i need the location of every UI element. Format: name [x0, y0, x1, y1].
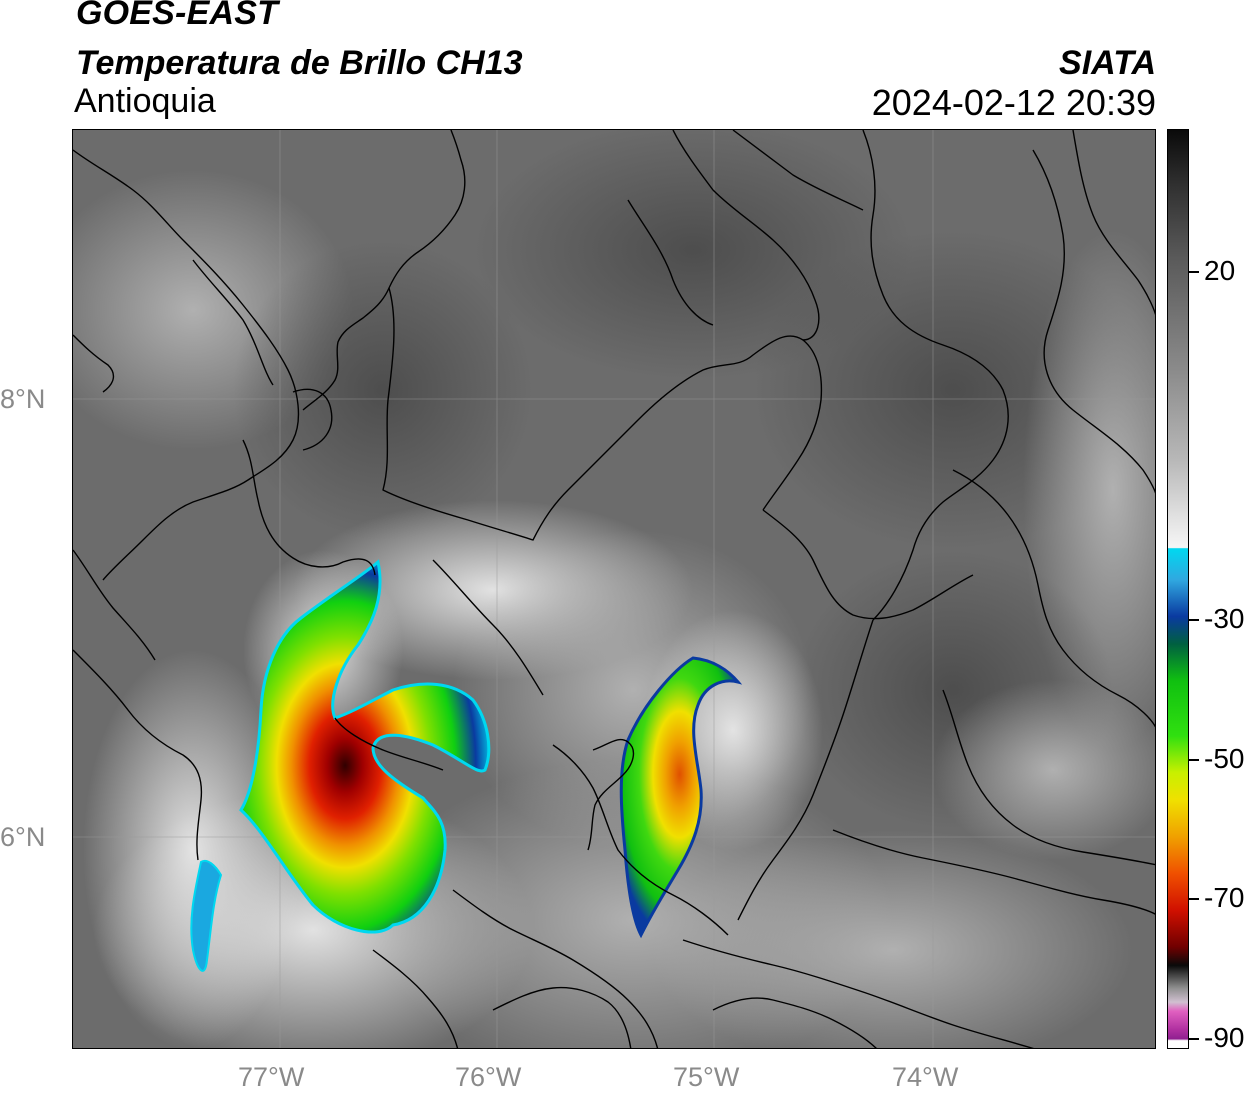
- colorbar-label-minus70: -70: [1204, 882, 1245, 913]
- gridlines: [73, 130, 1155, 1048]
- lon-label-77w: 77°W: [238, 1062, 305, 1092]
- storm-east: [619, 656, 743, 939]
- title-datetime: 2024-02-12 20:39: [871, 82, 1156, 123]
- colorbar-tick-minus50: [1189, 759, 1199, 761]
- colorbar-label-minus50: -50: [1204, 743, 1245, 774]
- boundaries: [73, 130, 1155, 1048]
- title-product: Temperatura de Brillo CH13: [76, 44, 523, 82]
- colorbar: [1167, 129, 1189, 1049]
- satellite-map: [73, 130, 1155, 1048]
- colorbar-label-minus90: -90: [1204, 1022, 1245, 1053]
- storm-west: [239, 559, 491, 934]
- lon-label-76w: 76°W: [455, 1062, 522, 1092]
- colorbar-tick-20: [1189, 271, 1199, 273]
- lon-label-75w: 75°W: [673, 1062, 740, 1092]
- colorbar-tick-minus90: [1189, 1038, 1199, 1040]
- map-frame: [72, 129, 1156, 1049]
- lat-label-6n: 6°N: [0, 822, 46, 852]
- title-region: Antioquia: [74, 82, 216, 120]
- lat-label-8n: 8°N: [0, 384, 46, 414]
- colorbar-tick-minus70: [1189, 898, 1199, 900]
- colorbar-label-minus30: -30: [1204, 603, 1245, 634]
- lon-label-74w: 74°W: [892, 1062, 959, 1092]
- title-satellite: GOES-EAST: [76, 0, 279, 32]
- colorbar-tick-minus30: [1189, 619, 1199, 621]
- title-organization: SIATA: [1059, 44, 1156, 82]
- colorbar-label-20: 20: [1204, 255, 1236, 286]
